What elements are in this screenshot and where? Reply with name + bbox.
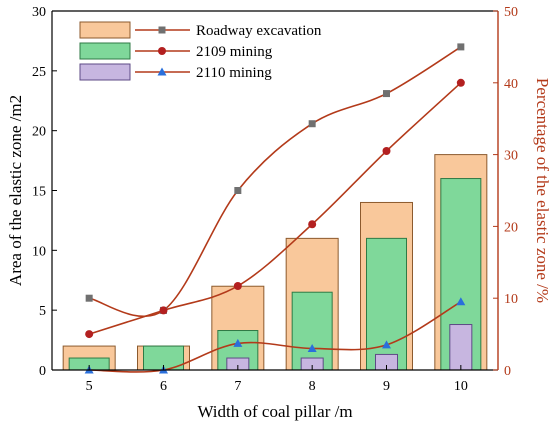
right-tick-label: 50 — [504, 5, 518, 20]
x-tick-label: 5 — [86, 379, 93, 394]
x-tick-label: 9 — [383, 379, 390, 394]
point-2109-mining-9 — [382, 147, 391, 156]
bar-2109-mining-9 — [366, 237, 407, 371]
x-tick-label: 7 — [234, 379, 241, 394]
legend-label-2109-mining: 2109 mining — [196, 44, 273, 60]
left-tick-label: 20 — [32, 125, 46, 140]
x-tick-label: 10 — [454, 379, 468, 394]
left-tick-label: 0 — [39, 364, 46, 379]
axes-layer: 0 5 10 15 20 25 30 0 10 20 30 40 50 5 6 7 8 9 10 Width of c… — [6, 5, 550, 421]
bar-2110-mining-10 — [449, 324, 473, 371]
point-2109-mining-8 — [308, 220, 317, 229]
right-axis-title: Percentage of the elastic zone /% — [533, 78, 550, 303]
line-layer — [84, 43, 466, 374]
point-2109-mining-6 — [159, 306, 168, 315]
right-tick-label: 20 — [504, 220, 518, 235]
left-axis-title: Area of the elastic zone /m2 — [6, 95, 25, 286]
x-tick-label: 8 — [309, 379, 316, 394]
left-tick-label: 15 — [32, 185, 46, 200]
point-roadway-excavation-9 — [383, 90, 390, 98]
point-2109-mining-10 — [456, 78, 465, 87]
legend-swatch-bar-2110-mining — [79, 63, 131, 81]
left-tick-label: 5 — [39, 304, 46, 319]
point-2110-mining-7 — [233, 338, 243, 347]
legend: Roadway excavation 2109 mining 2110 mining — [79, 21, 322, 81]
point-roadway-excavation-5 — [85, 294, 93, 302]
right-tick-label: 10 — [504, 292, 518, 307]
right-tick-label: 40 — [504, 77, 518, 92]
point-2110-mining-8 — [307, 343, 317, 352]
left-tick-label: 30 — [32, 5, 46, 20]
legend-marker-2110-mining — [157, 67, 167, 76]
point-2110-mining-9 — [382, 340, 391, 349]
legend-label-roadway-excavation: Roadway excavation — [196, 23, 322, 39]
right-tick-label: 0 — [504, 364, 511, 379]
legend-marker-2109-mining — [158, 47, 166, 55]
left-tick-label: 25 — [32, 65, 46, 80]
x-tick-label: 6 — [160, 379, 167, 394]
legend-marker-roadway-excavation — [158, 26, 166, 34]
point-roadway-excavation-8 — [308, 120, 316, 128]
point-roadway-excavation-10 — [457, 43, 465, 51]
point-roadway-excavation-7 — [234, 187, 242, 194]
point-2110-mining-10 — [456, 297, 466, 306]
bar-layer — [62, 154, 488, 371]
right-tick-label: 30 — [504, 149, 518, 164]
left-tick-label: 10 — [32, 244, 46, 259]
point-2109-mining-5 — [85, 330, 94, 339]
legend-label-2110-mining: 2110 mining — [196, 65, 272, 81]
point-2109-mining-7 — [233, 281, 242, 290]
legend-swatch-bar-2109-mining — [79, 42, 131, 60]
legend-swatch-bar-roadway-excavation — [79, 21, 131, 39]
x-axis-title: Width of coal pillar /m — [197, 402, 352, 421]
